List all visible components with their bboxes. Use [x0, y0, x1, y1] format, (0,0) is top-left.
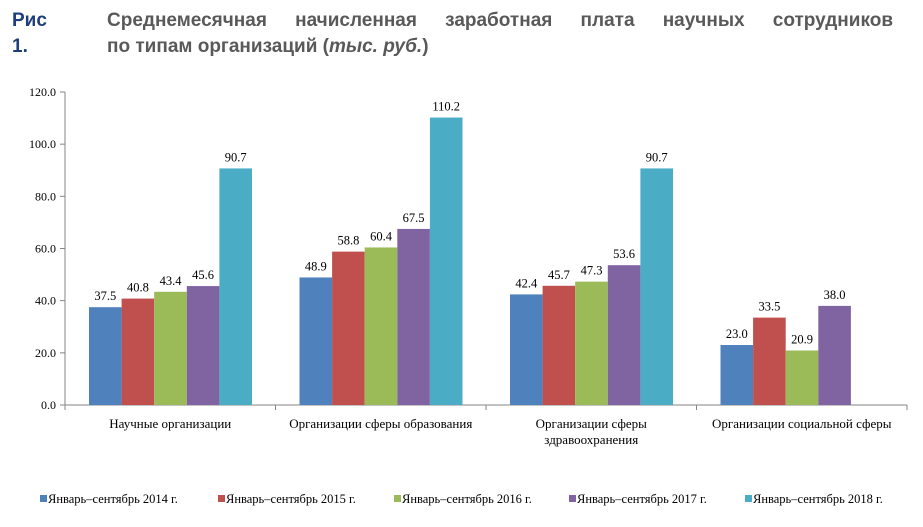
legend-label: Январь–сентябрь 2014 г. — [48, 492, 178, 506]
title-unit: тыс. руб. — [328, 36, 423, 57]
data-label: 110.2 — [432, 100, 460, 114]
figure-label: Рис 1. — [12, 10, 47, 57]
bar — [364, 247, 398, 405]
legend-label: Январь–сентябрь 2018 г. — [753, 492, 883, 506]
bar — [299, 277, 333, 405]
bar — [429, 117, 463, 405]
legend-swatch — [569, 495, 576, 502]
data-label: 37.5 — [94, 289, 116, 303]
title-line-2: по типам организаций (тыс. руб.) — [107, 34, 429, 60]
bar — [121, 298, 155, 405]
data-label: 60.4 — [370, 229, 393, 243]
data-label: 48.9 — [305, 259, 327, 273]
data-label: 47.3 — [581, 264, 603, 278]
title-prefix: по типам организаций ( — [107, 36, 329, 57]
data-label: 45.6 — [192, 268, 214, 282]
category-label: здравоохранения — [544, 432, 638, 447]
bar — [89, 307, 122, 405]
legend-label: Январь–сентябрь 2017 г. — [577, 492, 707, 506]
bar — [510, 294, 543, 405]
y-tick-label: 0.0 — [41, 398, 56, 412]
bar — [332, 251, 365, 405]
legend-swatch — [40, 495, 47, 502]
data-label: 90.7 — [646, 150, 668, 164]
data-label: 23.0 — [726, 327, 748, 341]
data-label: 40.8 — [127, 281, 149, 295]
bar — [397, 228, 430, 405]
data-label: 42.4 — [515, 276, 538, 290]
category-label: Организации социальной сферы — [712, 416, 892, 431]
category-label: Научные организации — [109, 416, 231, 431]
bar — [607, 265, 641, 405]
y-tick-label: 80.0 — [35, 189, 56, 203]
title-suffix: ) — [422, 36, 429, 57]
bar — [575, 281, 608, 405]
legend-label: Январь–сентябрь 2015 г. — [226, 492, 356, 506]
data-label: 43.4 — [160, 274, 183, 288]
y-tick-label: 100.0 — [29, 137, 56, 151]
y-tick-label: 20.0 — [35, 346, 56, 360]
bar — [818, 305, 851, 405]
legend-swatch — [394, 495, 401, 502]
legend-swatch — [218, 495, 225, 502]
data-label: 53.6 — [613, 247, 635, 261]
legend-swatch — [745, 495, 752, 502]
bar — [785, 350, 819, 405]
bar — [640, 168, 673, 405]
bar — [720, 345, 754, 405]
legend-label: Январь–сентябрь 2016 г. — [402, 492, 532, 506]
data-label: 45.7 — [548, 268, 570, 282]
data-label: 20.9 — [791, 332, 813, 346]
bar — [753, 317, 786, 405]
y-tick-label: 40.0 — [35, 294, 56, 308]
y-tick-label: 120.0 — [29, 85, 56, 99]
title-line-1: Среднемесячная начисленная заработная пл… — [107, 10, 893, 31]
bar — [542, 285, 576, 405]
category-label: Организации сферы образования — [289, 416, 472, 431]
y-tick-label: 60.0 — [35, 242, 56, 256]
bar — [154, 291, 187, 405]
data-label: 38.0 — [824, 288, 846, 302]
data-label: 67.5 — [403, 211, 425, 225]
data-label: 33.5 — [758, 300, 780, 314]
data-label: 58.8 — [337, 234, 359, 248]
bar — [186, 286, 220, 405]
bar — [219, 168, 252, 405]
category-label: Организации сферы — [536, 416, 648, 431]
data-label: 90.7 — [225, 150, 247, 164]
